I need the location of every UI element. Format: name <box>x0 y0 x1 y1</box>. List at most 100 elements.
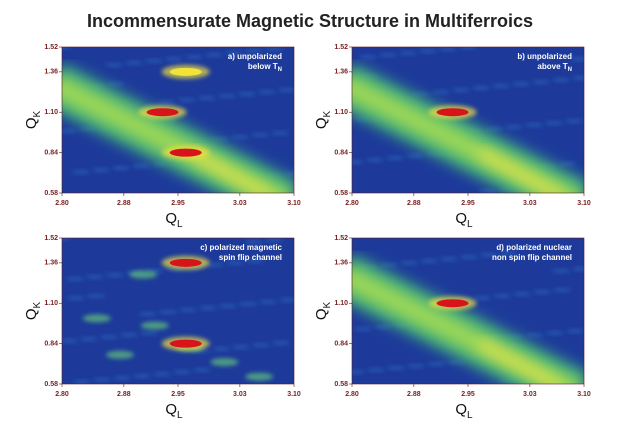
y-axis-label: QK <box>23 302 43 321</box>
texture <box>265 47 283 51</box>
y-tick-label: 0.84 <box>334 149 348 156</box>
spot <box>210 358 239 367</box>
spot <box>129 270 158 279</box>
texture <box>440 257 458 261</box>
y-tick-label: 1.10 <box>334 300 348 307</box>
texture <box>271 131 289 135</box>
texture <box>553 288 571 292</box>
x-axis-label: QL <box>165 401 183 421</box>
texture <box>158 100 176 104</box>
texture <box>185 55 203 59</box>
texture <box>512 82 530 86</box>
texture <box>419 49 437 53</box>
peak <box>169 67 202 76</box>
texture <box>86 275 104 279</box>
texture <box>500 251 518 255</box>
panel: 2.80 2.88 2.95 3.03 3.10 0.58 0.84 1.10 1.36 1.52… <box>313 44 591 230</box>
x-tick-label: 2.80 <box>55 200 69 207</box>
texture <box>572 267 584 271</box>
texture <box>526 333 544 337</box>
texture <box>452 88 470 92</box>
peak <box>146 108 179 117</box>
peak <box>436 108 469 117</box>
panel: 2.80 2.88 2.95 3.03 3.10 0.58 0.84 1.10 1.36 1.52… <box>23 235 301 421</box>
texture <box>225 51 243 55</box>
texture <box>66 277 84 281</box>
plot-area <box>352 47 584 193</box>
texture <box>513 292 531 296</box>
x-tick-label: 2.95 <box>461 391 475 398</box>
texture <box>178 98 196 102</box>
y-tick-label: 0.58 <box>44 381 58 388</box>
y-tick-label: 0.84 <box>44 149 58 156</box>
texture <box>545 121 563 125</box>
x-tick-label: 3.03 <box>523 391 537 398</box>
x-tick-label: 2.95 <box>171 200 185 207</box>
y-tick-label: 0.84 <box>44 340 58 347</box>
texture <box>359 55 377 59</box>
texture <box>193 368 211 372</box>
plot-area <box>62 47 294 193</box>
annotation: below TN <box>248 62 282 72</box>
texture <box>120 333 138 337</box>
texture <box>552 269 570 273</box>
texture <box>493 294 511 298</box>
texture <box>133 374 151 378</box>
y-axis-label: QK <box>313 302 333 321</box>
x-tick-label: 2.80 <box>345 391 359 398</box>
texture <box>533 290 551 294</box>
x-tick-label: 2.95 <box>461 200 475 207</box>
x-axis-label: QL <box>455 210 473 230</box>
peak <box>436 299 469 308</box>
texture <box>239 302 257 306</box>
texture <box>92 168 110 172</box>
texture <box>132 164 150 168</box>
annotation: d) polarized nuclear <box>496 243 572 252</box>
ridge-core <box>477 148 562 193</box>
x-tick-label: 2.95 <box>171 391 185 398</box>
texture <box>352 160 364 164</box>
texture <box>406 154 424 158</box>
y-tick-label: 1.52 <box>44 235 58 242</box>
texture <box>546 331 564 335</box>
panel: 2.80 2.88 2.95 3.03 3.10 0.58 0.84 1.10 1.36 1.52… <box>23 44 301 230</box>
texture <box>427 362 445 366</box>
spot <box>82 314 111 323</box>
texture <box>387 366 405 370</box>
texture <box>211 137 229 141</box>
peak <box>169 339 202 348</box>
texture <box>284 172 294 176</box>
texture <box>125 61 143 65</box>
x-tick-label: 3.03 <box>523 200 537 207</box>
texture <box>140 331 158 335</box>
x-tick-label: 2.88 <box>407 200 421 207</box>
texture <box>480 253 498 257</box>
annotation: c) polarized magnetic <box>200 243 282 252</box>
texture <box>87 294 105 298</box>
texture <box>62 238 71 240</box>
x-tick-label: 3.10 <box>577 200 591 207</box>
spot <box>245 372 274 381</box>
texture <box>420 259 438 263</box>
y-tick-label: 0.84 <box>334 340 348 347</box>
x-tick-label: 2.88 <box>117 200 131 207</box>
x-tick-label: 3.03 <box>233 391 247 398</box>
texture <box>93 378 111 382</box>
texture <box>252 343 270 347</box>
y-axis-label: QK <box>23 111 43 130</box>
figure-title: Incommensurate Magnetic Structure in Mul… <box>87 11 533 31</box>
y-tick-label: 0.58 <box>44 190 58 197</box>
texture <box>218 94 236 98</box>
texture <box>558 162 576 166</box>
x-tick-label: 3.10 <box>287 200 301 207</box>
texture <box>473 296 491 300</box>
texture <box>432 90 450 94</box>
texture <box>485 127 503 131</box>
texture <box>439 47 457 51</box>
texture <box>352 370 365 374</box>
ridge-core <box>477 339 562 384</box>
texture <box>279 298 294 302</box>
texture <box>105 63 123 67</box>
spot <box>140 321 169 330</box>
texture <box>447 360 465 364</box>
